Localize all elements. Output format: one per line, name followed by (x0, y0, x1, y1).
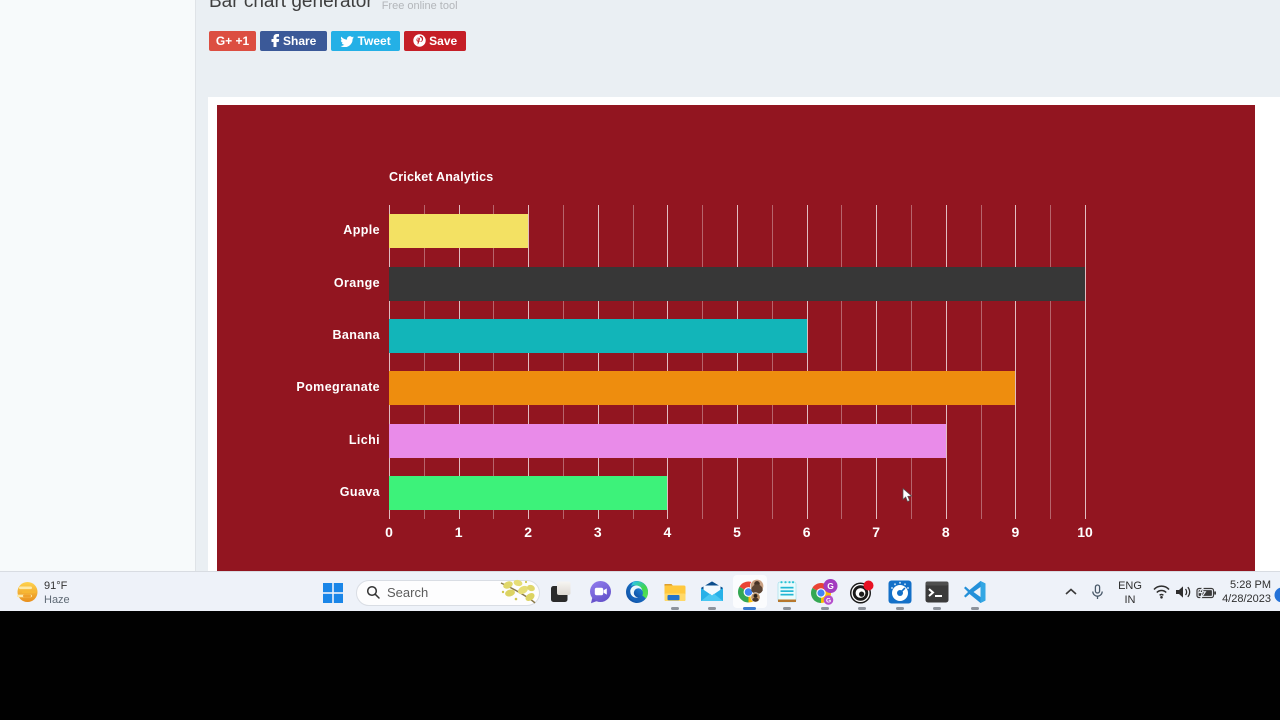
svg-text:G: G (827, 581, 834, 591)
svg-text:G: G (826, 598, 831, 605)
